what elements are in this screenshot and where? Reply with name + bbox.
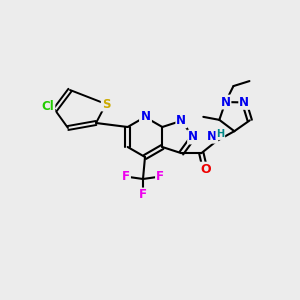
Text: F: F bbox=[139, 188, 147, 202]
Text: N: N bbox=[239, 96, 249, 109]
Text: S: S bbox=[102, 98, 110, 110]
Text: F: F bbox=[122, 170, 130, 184]
Text: O: O bbox=[200, 163, 211, 176]
Text: F: F bbox=[156, 170, 164, 184]
Text: N: N bbox=[188, 130, 198, 143]
Text: N: N bbox=[140, 110, 150, 124]
Text: N: N bbox=[207, 130, 217, 143]
Text: N: N bbox=[220, 96, 230, 109]
Text: N: N bbox=[176, 114, 186, 127]
Text: N: N bbox=[141, 110, 151, 124]
Text: Cl: Cl bbox=[42, 100, 54, 113]
Text: H: H bbox=[216, 129, 224, 139]
